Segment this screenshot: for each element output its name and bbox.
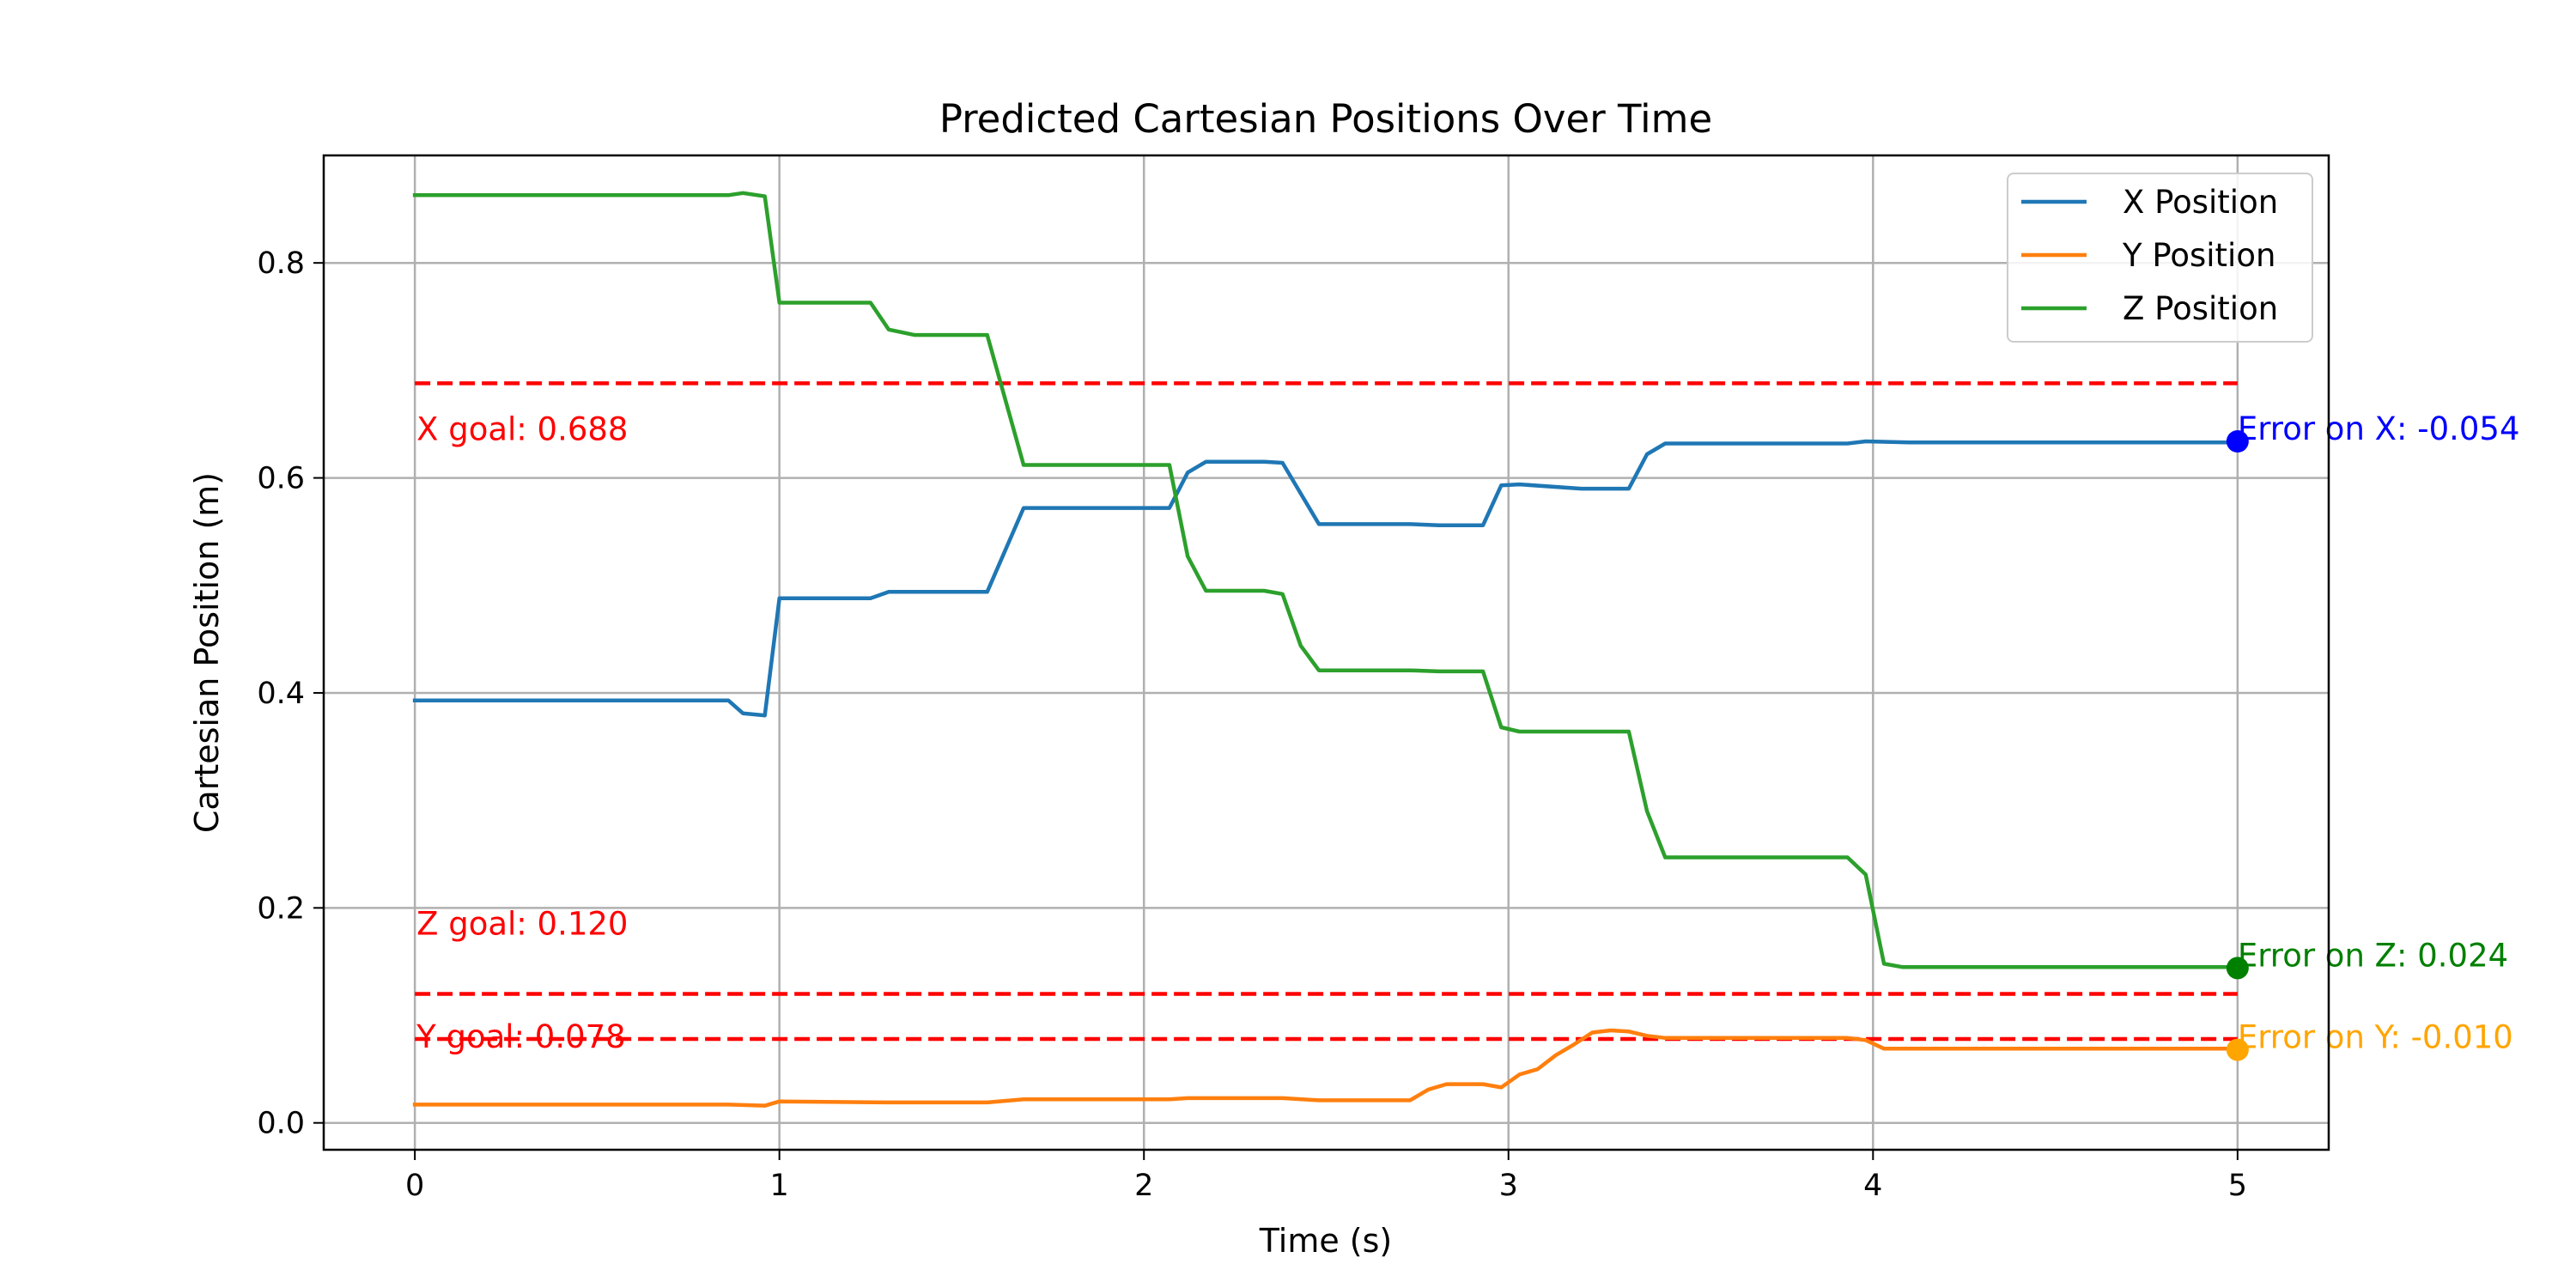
y-tick-label: 0.2 [257, 891, 305, 926]
y-tick-label: 0.6 [257, 462, 305, 496]
y-tick-label: 0.0 [257, 1107, 305, 1141]
series-lines [412, 191, 2240, 1108]
x-tick-label: 0 [405, 1169, 424, 1203]
x-tick-label: 3 [1499, 1169, 1518, 1203]
legend-box [2007, 173, 2313, 343]
error-label: Error on X: -0.054 [2238, 410, 2520, 447]
legend-label: Y Position [2122, 237, 2275, 274]
chart-title: Predicted Cartesian Positions Over Time [939, 96, 1712, 142]
goal-label: Y goal: 0.078 [416, 1018, 626, 1055]
grid-lines [324, 155, 2329, 1150]
legend: X Position Y Position Z Position [2007, 173, 2313, 343]
x-tick-label: 4 [1863, 1169, 1882, 1203]
x-tick-label: 1 [770, 1169, 789, 1203]
end-point-marker [2226, 1038, 2249, 1061]
error-label: Error on Y: -0.010 [2238, 1019, 2513, 1056]
series-line [412, 191, 2240, 969]
legend-label: X Position [2123, 184, 2278, 221]
x-tick-label: 2 [1134, 1169, 1153, 1203]
x-tick-label: 5 [2228, 1169, 2247, 1203]
axis-ticks: 0 1 2 3 4 5 0.0 0.2 0.4 0.6 0.8 [257, 246, 2247, 1203]
goal-label: X goal: 0.688 [416, 410, 628, 447]
end-point-marker [2226, 957, 2249, 980]
y-axis-label: Cartesian Position (m) [188, 472, 226, 833]
goal-lines: X goal: 0.688 Z goal: 0.120 Y goal: 0.078 [415, 381, 2238, 1055]
end-markers: Error on X: -0.054 Error on Z: 0.024 Error… [2226, 410, 2520, 1061]
plot-frame [322, 154, 2330, 1151]
error-label: Error on Z: 0.024 [2238, 937, 2508, 974]
goal-label: Z goal: 0.120 [416, 905, 628, 942]
x-axis-label: Time (s) [1259, 1222, 1393, 1260]
y-tick-label: 0.4 [257, 677, 305, 711]
end-point-marker [2226, 430, 2249, 453]
series-line [412, 1028, 2240, 1108]
y-tick-label: 0.8 [257, 246, 305, 281]
series-line [412, 439, 2240, 718]
legend-label: Z Position [2123, 290, 2278, 327]
